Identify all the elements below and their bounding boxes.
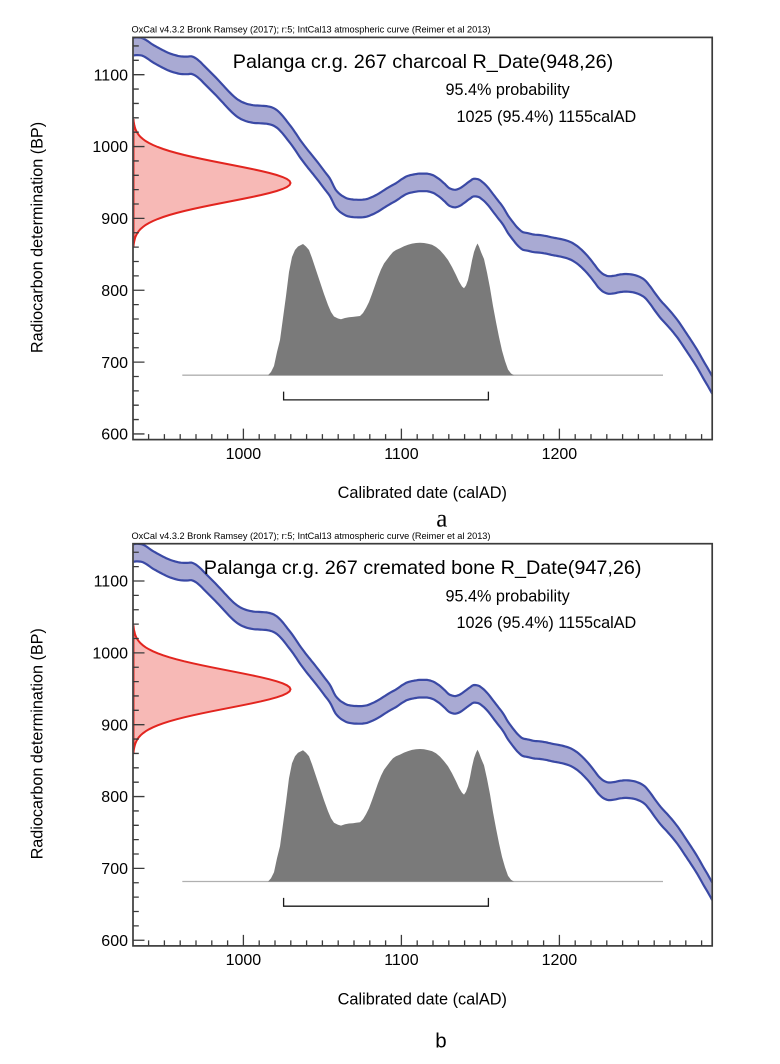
svg-text:1200: 1200 [542,446,578,463]
svg-text:a: a [436,506,447,533]
svg-text:1100: 1100 [94,67,129,84]
svg-text:b: b [435,1030,446,1053]
svg-text:95.4% probability: 95.4% probability [446,81,571,99]
svg-text:Palanga cr.g. 267 cremated bon: Palanga cr.g. 267 cremated bone R_Date(9… [204,557,642,579]
svg-text:800: 800 [101,283,128,300]
svg-text:1026 (95.4%) 1155calAD: 1026 (95.4%) 1155calAD [457,614,637,632]
svg-text:600: 600 [101,427,128,444]
svg-text:900: 900 [101,211,128,228]
svg-text:OxCal v4.3.2 Bronk Ramsey (201: OxCal v4.3.2 Bronk Ramsey (2017); r:5; I… [132,25,491,35]
svg-text:1025 (95.4%) 1155calAD: 1025 (95.4%) 1155calAD [457,108,637,126]
svg-text:Calibrated date (calAD): Calibrated date (calAD) [338,484,507,502]
svg-text:Palanga cr.g. 267 charcoal R_D: Palanga cr.g. 267 charcoal R_Date(948,26… [233,51,613,73]
svg-text:1000: 1000 [92,139,128,156]
svg-text:1100: 1100 [384,446,419,463]
svg-text:700: 700 [101,355,128,372]
svg-text:1000: 1000 [226,446,262,463]
svg-text:Radiocarbon determination (BP): Radiocarbon determination (BP) [29,122,47,353]
